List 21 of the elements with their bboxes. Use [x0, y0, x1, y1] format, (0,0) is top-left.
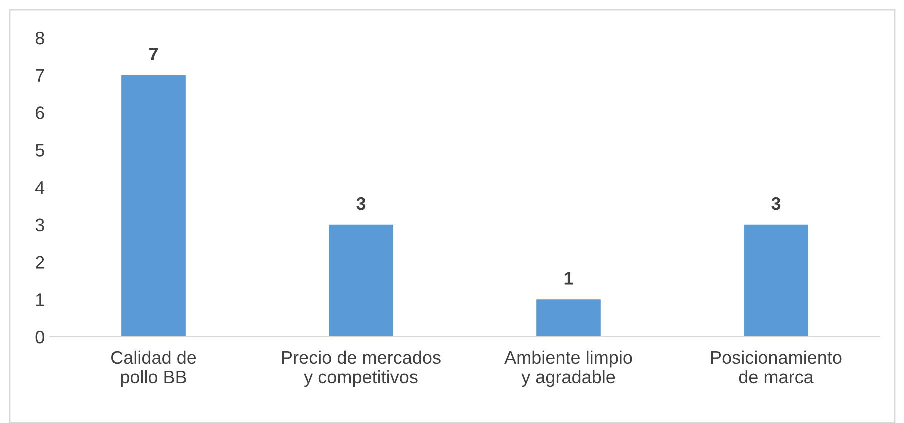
y-tick-label: 2 [36, 256, 44, 269]
y-tick-label: 8 [36, 32, 44, 45]
bar [536, 300, 601, 337]
y-tick-label: 5 [36, 144, 44, 157]
y-tick-label: 7 [36, 69, 44, 82]
bar [122, 75, 186, 337]
data-label: 7 [150, 48, 158, 61]
x-tick-label: Calidad de pollo BB [112, 350, 196, 388]
y-tick-label: 1 [36, 294, 44, 306]
y-tick-label: 4 [36, 182, 45, 194]
data-label: 3 [356, 197, 366, 210]
x-tick-label: Precio de mercados y competitivos [282, 350, 441, 388]
data-label: 3 [772, 197, 781, 210]
x-tick-label: Ambiente limpio y agradable [504, 350, 632, 388]
x-tick-label: Posicionamiento de marca [711, 350, 842, 384]
bar [744, 224, 808, 337]
bar [329, 224, 394, 337]
data-label: 1 [564, 272, 574, 285]
y-tick-label: 3 [36, 218, 44, 232]
y-tick-label: 0 [36, 330, 44, 344]
y-tick-label: 6 [36, 106, 44, 120]
